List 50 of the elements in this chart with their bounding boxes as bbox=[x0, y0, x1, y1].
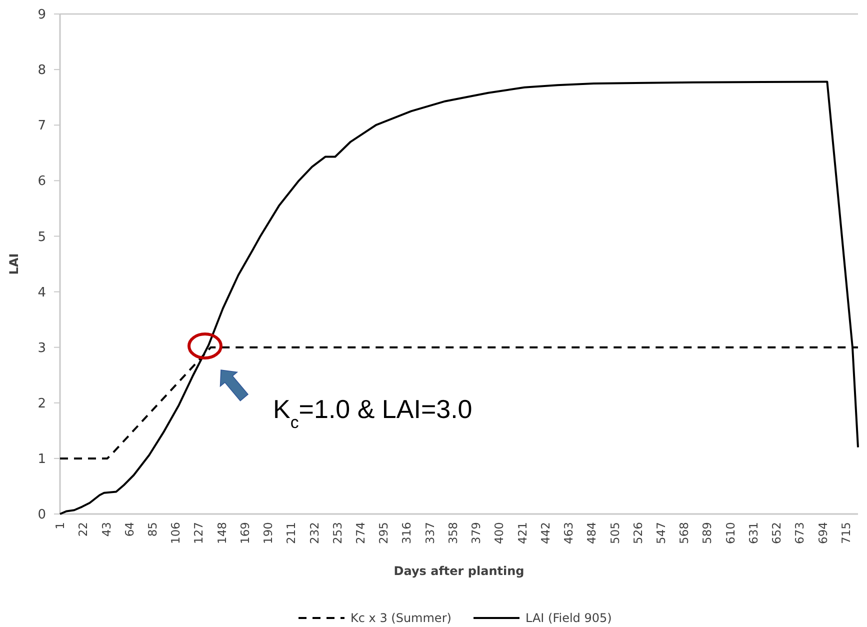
annotation: K$_{c}$=1.0 & LAI=3.0 bbox=[273, 394, 472, 432]
y-tick-label: 6 bbox=[38, 174, 46, 190]
x-tick-label: 43 bbox=[99, 522, 114, 537]
y-tick-label: 3 bbox=[38, 340, 46, 356]
x-tick-label: 610 bbox=[723, 522, 738, 544]
x-tick-label: 106 bbox=[168, 522, 183, 544]
y-tick-label: 8 bbox=[38, 63, 46, 78]
x-tick-label: 316 bbox=[400, 522, 414, 544]
x-tick-label: 526 bbox=[630, 522, 645, 544]
x-tick-label: 85 bbox=[145, 522, 160, 537]
x-tick-label: 148 bbox=[214, 522, 229, 544]
x-tick-label: 64 bbox=[122, 522, 136, 537]
x-tick-label: 715 bbox=[838, 522, 853, 544]
y-tick-label: 4 bbox=[38, 285, 46, 300]
x-tick-label: 631 bbox=[746, 522, 760, 544]
x-tick-label: 568 bbox=[677, 522, 692, 544]
x-tick-label: 505 bbox=[608, 522, 622, 544]
x-tick-label: 547 bbox=[654, 522, 668, 544]
x-tick-label: 295 bbox=[376, 522, 391, 544]
y-axis-title: LAI bbox=[7, 253, 21, 275]
y-tick-label: 0 bbox=[38, 508, 46, 523]
x-tick-label: 463 bbox=[562, 522, 576, 544]
x-tick-label: 190 bbox=[261, 522, 276, 544]
x-tick-label: 379 bbox=[469, 522, 484, 544]
x-tick-label: 253 bbox=[330, 522, 344, 544]
x-tick-label: 169 bbox=[238, 522, 252, 544]
x-tick-label: 211 bbox=[284, 522, 298, 544]
x-tick-label: 400 bbox=[492, 522, 506, 544]
y-tick-label: 2 bbox=[38, 396, 46, 412]
x-tick-label: 442 bbox=[538, 522, 552, 544]
legend-label: Kc x 3 (Summer) bbox=[350, 611, 452, 626]
y-tick-label: 9 bbox=[38, 8, 46, 23]
y-tick-label: 5 bbox=[38, 230, 46, 245]
x-tick-label: 589 bbox=[700, 522, 714, 544]
x-tick-label: 421 bbox=[515, 522, 530, 544]
x-tick-label: 694 bbox=[816, 522, 830, 544]
x-tick-label: 1 bbox=[53, 522, 68, 530]
x-tick-label: 337 bbox=[422, 522, 437, 544]
x-tick-label: 673 bbox=[792, 522, 807, 544]
x-tick-label: 22 bbox=[76, 522, 90, 537]
y-tick-label: 7 bbox=[38, 118, 46, 134]
x-axis-title: Days after planting bbox=[394, 564, 524, 578]
legend-label: LAI (Field 905) bbox=[526, 611, 612, 626]
x-tick-label: 127 bbox=[192, 522, 206, 544]
x-tick-label: 232 bbox=[307, 522, 322, 544]
y-tick-label: 1 bbox=[38, 452, 46, 467]
x-tick-label: 274 bbox=[354, 522, 368, 544]
x-tick-label: 484 bbox=[584, 522, 599, 544]
x-tick-label: 652 bbox=[770, 522, 784, 544]
x-tick-label: 358 bbox=[446, 522, 460, 544]
